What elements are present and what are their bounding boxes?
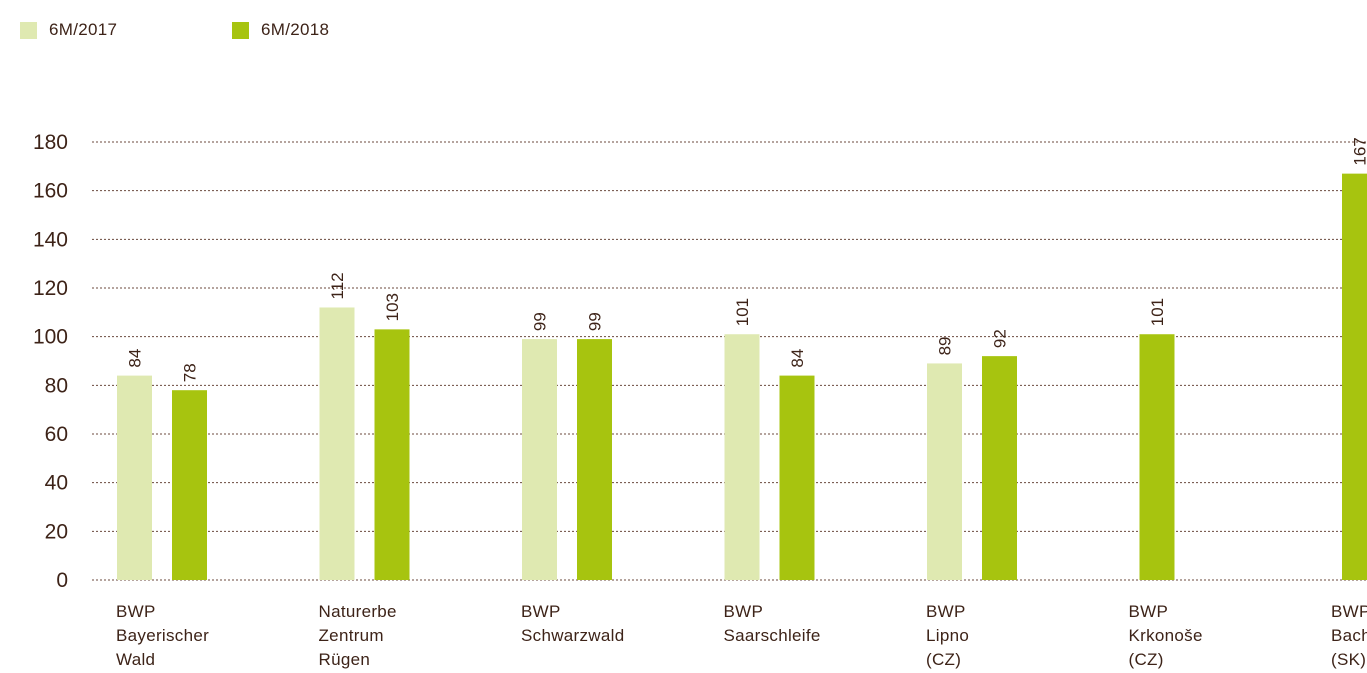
bar-value-label: 89 <box>936 337 955 356</box>
category-label: Bachledka <box>1331 626 1367 645</box>
bar-value-label: 78 <box>181 363 200 382</box>
category-label: (CZ) <box>1129 650 1164 669</box>
bar-value-label: 92 <box>991 329 1010 348</box>
bar-value-label: 84 <box>126 349 145 368</box>
legend-swatch-2017 <box>20 21 37 39</box>
category-label: Bayerischer <box>116 626 209 645</box>
category-label: (CZ) <box>926 650 961 669</box>
category-label: Schwarzwald <box>521 626 624 645</box>
category-label: Rügen <box>319 650 371 669</box>
legend-label-2018: 6M/2018 <box>261 20 330 39</box>
legend-item-2017: 6M/2017 <box>20 18 117 42</box>
y-tick-label: 140 <box>33 228 68 251</box>
y-tick-label: 180 <box>33 131 68 154</box>
bar <box>117 375 152 580</box>
category-label: Naturerbe <box>319 602 397 621</box>
y-tick-label: 80 <box>45 374 68 397</box>
category-label: BWP <box>116 602 156 621</box>
category-label: Zentrum <box>319 626 384 645</box>
bar <box>927 363 962 580</box>
bar <box>1139 334 1175 580</box>
bar-value-label: 101 <box>733 298 752 326</box>
bar-value-label: 101 <box>1148 298 1167 326</box>
y-tick-label: 20 <box>45 520 68 543</box>
bar <box>724 334 760 580</box>
category-label: Lipno <box>926 626 969 645</box>
bar <box>522 339 557 580</box>
category-label: (SK) <box>1331 650 1366 669</box>
category-label: Wald <box>116 650 155 669</box>
y-tick-label: 0 <box>56 569 68 592</box>
bar <box>577 339 612 580</box>
bar <box>172 390 207 580</box>
bar <box>1342 173 1367 580</box>
bar-value-label: 167 <box>1351 137 1367 165</box>
category-label: Krkonoše <box>1129 626 1203 645</box>
category-label: BWP <box>1331 602 1367 621</box>
bar <box>982 356 1017 580</box>
category-label: BWP <box>926 602 966 621</box>
category-label: BWP <box>724 602 764 621</box>
legend-label-2017: 6M/2017 <box>49 20 118 39</box>
bar <box>319 307 355 580</box>
bar-value-label: 103 <box>383 293 402 321</box>
legend-swatch-2018 <box>232 21 249 39</box>
category-label: BWP <box>1129 602 1169 621</box>
bar <box>374 329 410 580</box>
category-label: BWP <box>521 602 561 621</box>
y-tick-label: 120 <box>33 277 68 300</box>
legend-item-2018: 6M/2018 <box>232 18 329 42</box>
bar-value-label: 99 <box>531 312 550 331</box>
bar <box>779 375 815 580</box>
y-tick-label: 60 <box>45 423 68 446</box>
y-tick-label: 40 <box>45 472 68 495</box>
y-tick-label: 100 <box>33 326 68 349</box>
y-tick-label: 160 <box>33 180 68 203</box>
bar-value-label: 99 <box>586 312 605 331</box>
category-label: Saarschleife <box>724 626 821 645</box>
bar-value-label: 112 <box>328 272 347 299</box>
bar-value-label: 84 <box>788 349 807 368</box>
